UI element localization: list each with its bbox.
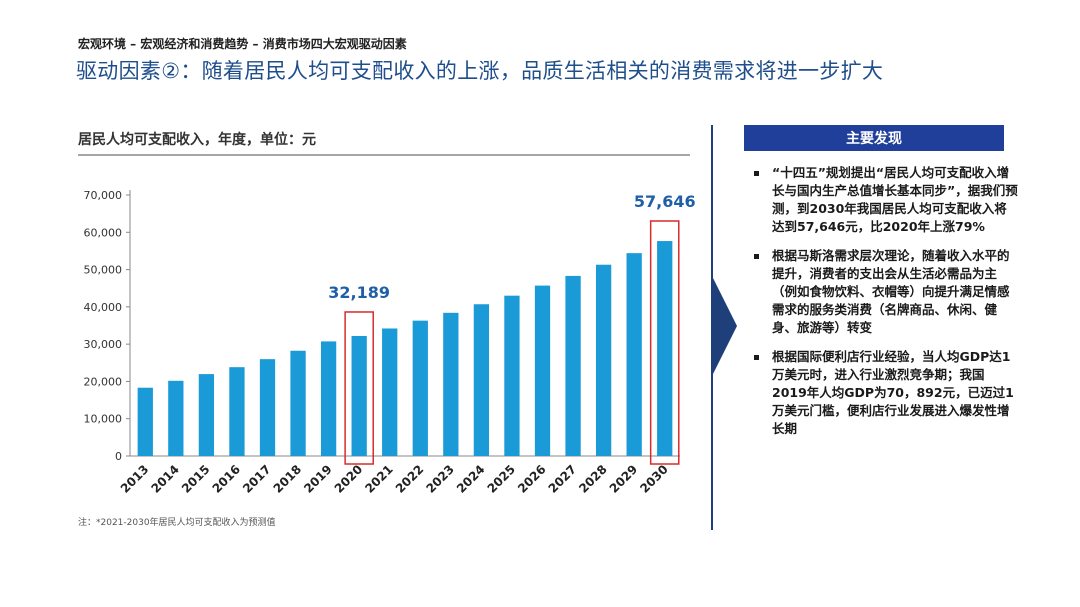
- footnote: 注：*2021-2030年居民人均可支配收入为预测值: [78, 518, 276, 528]
- x-tick-label: 2013: [118, 462, 152, 496]
- findings-header: 主要发现: [744, 125, 1004, 151]
- finding-item: “十四五”规划提出“居民人均可支配收入增长与国内生产总值增长基本同步”，据我们预…: [748, 164, 1018, 236]
- y-tick-label: 70,000: [84, 189, 123, 202]
- bar-2015: [198, 374, 215, 456]
- bar-2023: [443, 312, 459, 456]
- chart-title-rule: [78, 154, 690, 156]
- bar-2024: [473, 304, 490, 456]
- bar-2014: [168, 380, 184, 456]
- x-tick-label: 2014: [148, 462, 182, 496]
- x-tick-label: 2026: [515, 462, 549, 496]
- y-tick-label: 10,000: [84, 413, 123, 426]
- highlight-box-2020: [344, 311, 374, 465]
- x-tick-label: 2016: [210, 462, 244, 496]
- x-tick-label: 2023: [423, 462, 457, 496]
- bar-2025: [504, 295, 520, 456]
- x-tick-label: 2022: [393, 462, 427, 496]
- bar-2029: [626, 253, 642, 456]
- y-tick-label: 20,000: [84, 375, 123, 388]
- chart-title: 居民人均可支配收入，年度，单位：元: [78, 132, 316, 148]
- bar-2020: [351, 335, 367, 456]
- bar-2030: [657, 241, 673, 456]
- x-tick-label: 2020: [332, 462, 366, 496]
- y-tick-label: 30,000: [84, 338, 123, 351]
- x-tick-label: 2018: [271, 462, 305, 496]
- breadcrumb: 宏观环境 – 宏观经济和消费趋势 – 消费市场四大宏观驱动因素: [78, 37, 407, 51]
- bar-2022: [412, 320, 428, 456]
- y-tick-label: 0: [115, 450, 122, 463]
- y-tick-label: 60,000: [84, 226, 123, 239]
- x-tick-label: 2019: [301, 462, 335, 496]
- x-tick-label: 2024: [454, 462, 488, 496]
- data-label-2030: 57,646: [634, 192, 696, 211]
- bar-2018: [290, 350, 306, 456]
- x-tick-label: 2027: [546, 462, 580, 496]
- finding-item: 根据国际便利店行业经验，当人均GDP达1万美元时，进入行业激烈竞争期；我国201…: [748, 348, 1018, 438]
- findings-list: “十四五”规划提出“居民人均可支配收入增长与国内生产总值增长基本同步”，据我们预…: [748, 164, 1018, 449]
- y-tick-label: 40,000: [84, 301, 123, 314]
- finding-item: 根据马斯洛需求层次理论，随着收入水平的提升，消费者的支出会从生活必需品为主（例如…: [748, 247, 1018, 337]
- y-tick-label: 50,000: [84, 264, 123, 277]
- bar-2016: [229, 367, 245, 456]
- x-tick-label: 2021: [362, 462, 396, 496]
- bar-2021: [382, 328, 398, 456]
- bar-2017: [259, 359, 276, 456]
- x-tick-label: 2028: [576, 462, 610, 496]
- bar-2013: [137, 387, 153, 456]
- x-tick-label: 2015: [179, 462, 213, 496]
- x-tick-label: 2025: [485, 462, 519, 496]
- highlight-box-2030: [649, 220, 680, 465]
- bar-2028: [595, 264, 612, 456]
- x-tick-label: 2017: [240, 462, 274, 496]
- x-tick-label: 2029: [607, 462, 641, 496]
- right-arrow-icon: [713, 278, 737, 374]
- vertical-divider: [711, 125, 713, 530]
- data-label-2020: 32,189: [328, 283, 390, 302]
- x-tick-label: 2030: [637, 462, 671, 496]
- page-title: 驱动因素②：随着居民人均可支配收入的上涨，品质生活相关的消费需求将进一步扩大: [76, 59, 884, 83]
- bar-2019: [320, 341, 337, 456]
- bar-2027: [565, 275, 581, 456]
- bar-2026: [534, 285, 551, 456]
- income-bar-chart: 0 10,000 20,000 30,000 40,000 50,000 60,000 70,…: [84, 189, 696, 496]
